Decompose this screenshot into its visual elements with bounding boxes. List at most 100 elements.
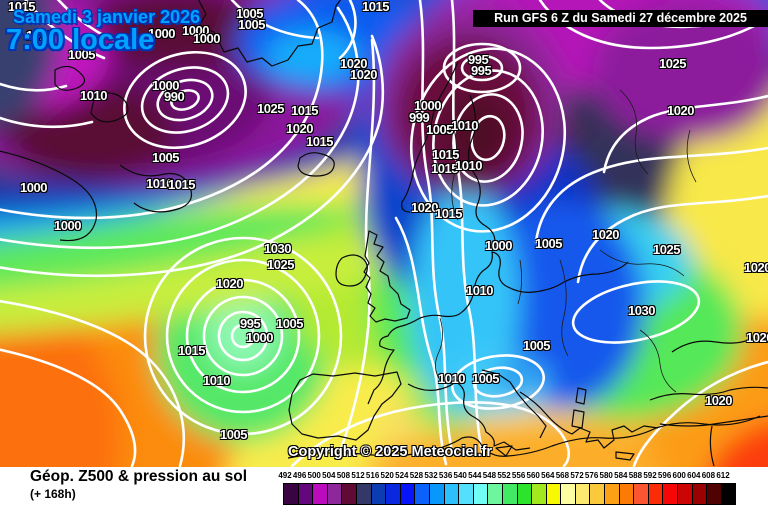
pressure-label: 1020: [592, 227, 619, 242]
pressure-label: 1005: [220, 427, 247, 442]
legend-color-cell: [662, 483, 679, 505]
legend-tick-label: 504: [322, 471, 336, 480]
legend-colorbar: 492 496 500 504 508 512 516 520 524 528 532 536 540 5…: [278, 471, 745, 511]
pressure-label: 1015: [8, 0, 35, 14]
pressure-label: 1005: [238, 17, 265, 32]
pressure-label: 1005: [68, 47, 95, 62]
pressure-label: 1020: [216, 276, 243, 291]
legend-tick-label: 528: [409, 471, 424, 480]
legend-color-cell: [399, 483, 416, 505]
pressure-label: 1000: [148, 26, 175, 41]
pressure-label: 1025: [659, 56, 686, 71]
valid-time-label: 7:00 locale: [6, 24, 155, 56]
legend-tick-label: 492: [278, 471, 292, 480]
legend-color-cell: [283, 483, 299, 505]
legend-tick-label: 568: [555, 471, 570, 480]
legend-color-cell: [472, 483, 489, 505]
pressure-label: 1015: [168, 177, 195, 192]
legend-tick-label: 556: [511, 471, 526, 480]
pressure-label: 1010: [80, 88, 107, 103]
legend-tick-label: 576: [584, 471, 599, 480]
coastlines: [0, 0, 768, 467]
legend-tick-label: 592: [643, 471, 657, 480]
legend-tick-label: 500: [307, 471, 321, 480]
pressure-label: 1015: [178, 343, 205, 358]
legend-color-cell: [385, 483, 401, 505]
legend-color-cell: [501, 483, 518, 505]
pressure-label: 1015: [432, 147, 459, 162]
copyright-label: Copyright © 2025 Meteociel.fr: [288, 444, 493, 460]
run-info-bar: Run GFS 6 Z du Samedi 27 décembre 2025: [473, 10, 768, 27]
legend-tick-label: 532: [424, 471, 438, 480]
forecast-hour-label: (+ 168h): [30, 487, 76, 501]
pressure-label: 1000: [193, 31, 220, 46]
pressure-label: 990: [164, 89, 185, 104]
pressure-label: 1020: [667, 103, 694, 118]
pressure-label: 1015: [291, 103, 318, 118]
legend-color-cell: [545, 483, 562, 505]
legend-color-cell: [560, 483, 576, 505]
legend-color-cell: [487, 483, 503, 505]
legend-tick-label: 516: [365, 471, 380, 480]
pressure-label: 1025: [267, 257, 294, 272]
pressure-label: 1030: [628, 303, 655, 318]
legend-color-cell: [633, 483, 649, 505]
pressure-label: 1000: [485, 238, 512, 253]
legend-color-cell: [706, 483, 722, 505]
pressure-label: 1005: [523, 338, 550, 353]
pressure-label: 1010: [438, 371, 465, 386]
pressure-label: 1005: [535, 236, 562, 251]
pressure-label: 1005: [472, 371, 499, 386]
pressure-label: 1015: [306, 134, 333, 149]
legend-color-cell: [370, 483, 387, 505]
legend-color-cell: [312, 483, 328, 505]
legend-tick-label: 564: [541, 471, 555, 480]
legend-color-cell: [531, 483, 547, 505]
legend-tick-label: 580: [599, 471, 613, 480]
pressure-label: 1020: [411, 200, 438, 215]
pressure-label: 1000: [182, 23, 209, 38]
legend-color-cell: [574, 483, 591, 505]
legend-tick-label: 584: [614, 471, 628, 480]
pressure-label: 1000: [20, 180, 47, 195]
legend-tick-labels: 492 496 500 504 508 512 516 520 524 528 532 536 540 5…: [278, 471, 745, 481]
pressure-label: 1000: [54, 218, 81, 233]
pressure-label: 1010: [455, 158, 482, 173]
weather-map-canvas: 1015 1010 1005 1000 1000 1000 1005 1005 1015 1020…: [0, 0, 768, 467]
pressure-label: 1010: [26, 28, 53, 43]
pressure-label: 1030: [264, 241, 291, 256]
legend-color-cell: [604, 483, 620, 505]
pressure-label: 1020: [350, 67, 377, 82]
pressure-label: 1010: [466, 283, 493, 298]
legend-tick-label: 604: [687, 471, 701, 480]
legend-color-cell: [618, 483, 635, 505]
valid-date-label: Samedi 3 janvier 2026: [13, 7, 201, 27]
legend-color-cell: [341, 483, 357, 505]
legend-tick-label: 588: [628, 471, 643, 480]
legend-tick-label: 512: [351, 471, 365, 480]
legend-tick-label: 552: [497, 471, 511, 480]
legend-color-cell: [428, 483, 445, 505]
pressure-label: 1005: [236, 6, 263, 21]
legend-color-cell: [414, 483, 430, 505]
pressure-label: 1020: [705, 393, 732, 408]
pressure-label: 1020: [286, 121, 313, 136]
pressure-label: 1005: [426, 122, 453, 137]
legend-color-boxes: [283, 483, 737, 505]
isobar-contours: [0, 0, 768, 466]
legend-color-cell: [589, 483, 606, 505]
pressure-label: 1020: [744, 260, 768, 275]
pressure-label: 1010: [146, 176, 173, 191]
pressure-label: 1015: [362, 0, 389, 14]
pressure-label: 1010: [451, 118, 478, 133]
legend-tick-label: 560: [526, 471, 540, 480]
legend-color-cell: [355, 483, 372, 505]
pressure-label: 1025: [257, 101, 284, 116]
legend-tick-label: 520: [380, 471, 394, 480]
legend-tick-label: 524: [395, 471, 409, 480]
pressure-label: 1000: [246, 330, 273, 345]
pressure-label: 995: [468, 52, 489, 67]
legend-tick-label: 496: [292, 471, 307, 480]
legend-tick-label: 612: [716, 471, 730, 480]
